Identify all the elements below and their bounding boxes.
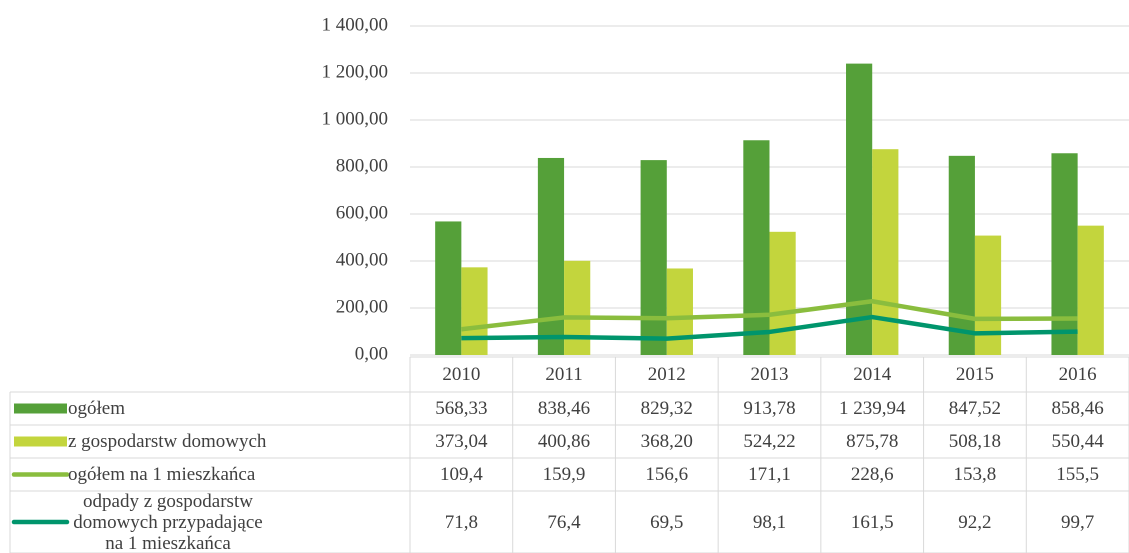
legend-label: ogółem na 1 mieszkańca — [68, 464, 256, 485]
table-value: 109,4 — [439, 464, 483, 485]
table-value: 171,1 — [748, 464, 791, 485]
table-value: 847,52 — [948, 398, 1002, 419]
bar — [640, 160, 667, 355]
table-value: 155,5 — [1056, 464, 1099, 485]
table-value: 76,4 — [547, 511, 581, 533]
category-label: 2012 — [647, 364, 686, 385]
table-value: 838,46 — [537, 398, 591, 419]
table-value: 858,46 — [1051, 398, 1104, 419]
table-value: 829,32 — [640, 398, 693, 419]
bar — [948, 155, 975, 355]
bar — [846, 63, 873, 355]
line — [461, 314, 1078, 341]
y-tick-label: 0,00 — [355, 343, 388, 364]
bar — [1051, 153, 1078, 355]
table-value: 400,86 — [537, 431, 591, 452]
table-value: 373,04 — [435, 431, 488, 452]
table-value: 368,20 — [640, 431, 693, 452]
bar — [435, 221, 462, 355]
table-value: 69,5 — [650, 511, 684, 533]
table-value: 228,6 — [850, 464, 894, 485]
y-tick-label: 1 000,00 — [322, 108, 389, 129]
table-value: 1 239,94 — [838, 398, 906, 419]
table-value: 71,8 — [444, 511, 478, 533]
table-value: 153,8 — [953, 464, 997, 485]
table-value: 161,5 — [850, 511, 894, 533]
bar — [974, 235, 1002, 355]
table-value: 568,33 — [435, 398, 488, 419]
category-label: 2010 — [442, 364, 481, 385]
y-tick-label: 1 200,00 — [322, 61, 389, 82]
table-value: 875,78 — [846, 431, 899, 452]
y-tick-label: 200,00 — [336, 296, 388, 317]
legend-label: odpady z gospodarstw domowych przypadają… — [73, 490, 263, 553]
table-value: 550,44 — [1051, 431, 1104, 452]
category-label: 2015 — [955, 364, 994, 385]
bar — [872, 149, 899, 355]
category-label: 2016 — [1058, 364, 1097, 385]
bar — [461, 267, 488, 355]
bar — [666, 268, 693, 355]
table-value: 913,78 — [743, 398, 796, 419]
y-tick-label: 600,00 — [336, 202, 388, 223]
category-label: 2013 — [750, 364, 789, 385]
legend-label: ogółem — [68, 398, 125, 419]
category-label: 2011 — [545, 364, 583, 385]
y-tick-label: 800,00 — [336, 155, 388, 176]
line — [461, 299, 1078, 332]
legend-key — [14, 436, 67, 447]
table-value: 508,18 — [948, 431, 1002, 452]
bar — [564, 260, 591, 355]
table-value: 92,2 — [958, 511, 992, 533]
table-value: 98,1 — [752, 511, 787, 533]
table-value: 156,6 — [645, 464, 689, 485]
table-value: 99,7 — [1061, 511, 1095, 533]
bar — [769, 231, 796, 355]
bar — [1077, 225, 1104, 355]
bar — [743, 140, 770, 355]
legend-key — [14, 403, 67, 414]
table-value: 159,9 — [542, 464, 586, 485]
y-tick-label: 400,00 — [336, 249, 388, 270]
category-label: 2014 — [853, 364, 892, 385]
table-value: 524,22 — [743, 431, 796, 452]
legend-label: z gospodarstw domowych — [68, 431, 267, 452]
y-tick-label: 1 400,00 — [322, 14, 389, 35]
bar — [537, 157, 565, 355]
